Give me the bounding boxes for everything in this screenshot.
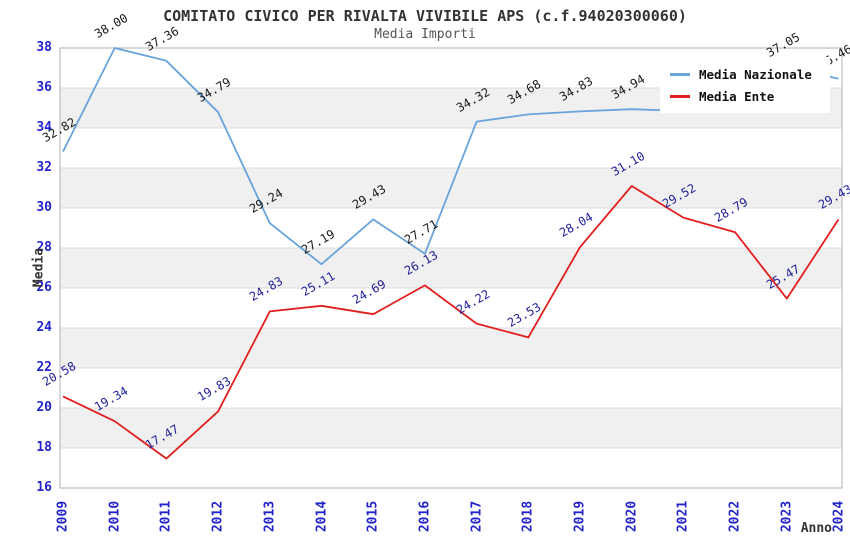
y-tick-label: 26 — [36, 280, 52, 295]
y-tick-label: 24 — [36, 320, 52, 335]
y-tick-label: 16 — [36, 480, 52, 495]
chart-title: COMITATO CIVICO PER RIVALTA VIVIBILE APS… — [163, 7, 687, 25]
legend-item-media-nazionale: Media Nazionale — [670, 63, 822, 85]
x-tick-label: 2019 — [572, 500, 588, 533]
x-tick-label: 2022 — [727, 500, 743, 533]
grid-band — [60, 408, 842, 448]
legend-label: Media Nazionale — [699, 66, 812, 82]
x-axis-title: Anno — [800, 521, 832, 536]
entity-line-swatch-icon — [670, 94, 690, 98]
y-tick-label: 22 — [36, 360, 52, 375]
x-tick-label: 2021 — [675, 500, 691, 533]
x-tick-label: 2018 — [520, 500, 536, 533]
y-tick-label: 30 — [36, 200, 52, 215]
y-tick-label: 28 — [36, 240, 52, 255]
x-tick-label: 2024 — [831, 500, 846, 533]
legend-item-media-ente: Media Ente — [670, 85, 822, 107]
y-tick-label: 32 — [36, 160, 52, 175]
x-tick-label: 2017 — [469, 500, 485, 533]
series-line-media-ente — [62, 185, 840, 460]
y-tick-label: 38 — [36, 40, 52, 55]
x-tick-label: 2015 — [365, 500, 381, 533]
x-tick-label: 2014 — [314, 500, 329, 533]
national-line-swatch-icon — [670, 72, 690, 76]
x-tick-label: 2013 — [262, 500, 278, 533]
legend: Media Nazionale Media Ente — [660, 57, 830, 113]
grid-band — [60, 328, 842, 368]
y-axis-title: Media — [31, 247, 47, 288]
x-tick-label: 2020 — [624, 500, 640, 533]
y-tick-label: 36 — [36, 80, 52, 95]
x-tick-label: 2016 — [417, 500, 433, 533]
plot-frame — [59, 47, 843, 489]
grid-band — [60, 248, 842, 288]
x-tick-label: 2023 — [779, 500, 795, 533]
legend-label: Media Ente — [699, 88, 775, 104]
x-tick-label: 2011 — [158, 500, 174, 533]
x-tick-label: 2012 — [210, 500, 226, 533]
x-tick-label: 2010 — [107, 500, 123, 533]
y-tick-label: 20 — [36, 400, 52, 415]
y-tick-label: 18 — [36, 440, 52, 455]
x-tick-label: 2009 — [55, 500, 71, 533]
y-tick-label: 34 — [36, 120, 52, 135]
chart-subtitle: Media Importi — [374, 27, 476, 42]
